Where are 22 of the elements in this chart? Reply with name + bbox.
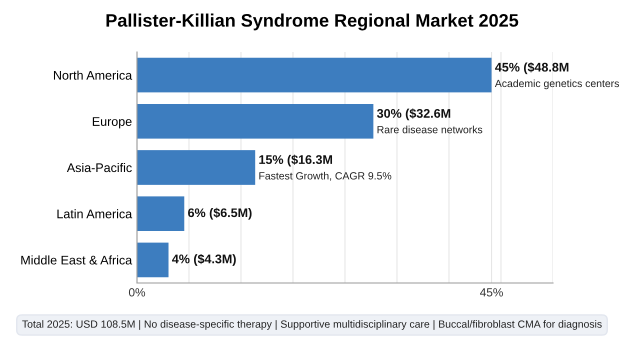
text: Total 2025: USD 108.5M | No disease-specific therapy | Supportive multidisciplinary care | Buccal/fibroblast CMA for diagnosis (22, 320, 602, 330)
annotation: Academic genetics centers (494, 79, 619, 90)
data-label: 30% ($32.6M (376, 108, 450, 120)
annotation: Rare disease networks (378, 126, 482, 134)
bar (137, 196, 184, 232)
bar (137, 104, 374, 139)
data-label: 15% ($16.3M (259, 154, 332, 167)
annotation: Fastest Growth, CAGR 9.5% (259, 172, 392, 181)
y-tick-label: North America (54, 70, 132, 80)
data-label: 6% ($6.5M) (188, 208, 252, 220)
data-label: 4% ($4.3M) (172, 254, 236, 266)
x-tick-label: 0% (128, 288, 146, 297)
bar (137, 58, 492, 92)
y-tick-label: Latin America (57, 209, 132, 218)
x-tick-label: 45% (480, 288, 503, 297)
chart-title: Pallister-Killian Syndrome Regional Market 2025 (106, 14, 518, 30)
bar (137, 242, 169, 278)
bar (137, 150, 256, 185)
y-tick-label: Asia-Pacific (66, 162, 132, 172)
y-tick-label: Middle East & Africa (21, 255, 132, 265)
data-label: 45% ($48.8M (495, 62, 568, 74)
y-tick-label: Europe (92, 117, 132, 128)
